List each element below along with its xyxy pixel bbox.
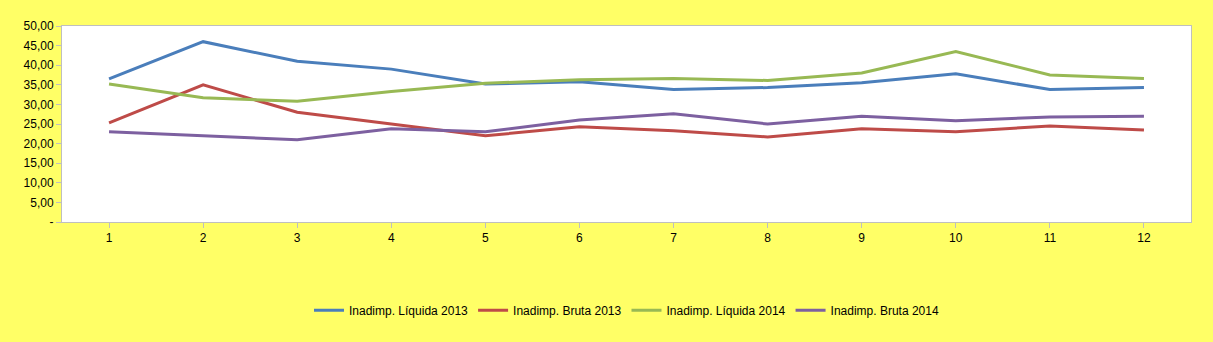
svg-text:15,00: 15,00	[24, 156, 54, 170]
svg-text:10: 10	[949, 231, 963, 245]
svg-text:20,00: 20,00	[24, 137, 54, 151]
svg-text:2: 2	[200, 231, 207, 245]
svg-text:8: 8	[764, 231, 771, 245]
svg-text:45,00: 45,00	[24, 39, 54, 53]
svg-text:25,00: 25,00	[24, 117, 54, 131]
svg-text:Inadimp. Líquida 2013: Inadimp. Líquida 2013	[349, 304, 468, 318]
svg-text:30,00: 30,00	[24, 98, 54, 112]
svg-text:4: 4	[388, 231, 395, 245]
svg-text:7: 7	[670, 231, 677, 245]
svg-text:3: 3	[294, 231, 301, 245]
svg-text:10,00: 10,00	[24, 176, 54, 190]
svg-text:50,00: 50,00	[24, 19, 54, 33]
svg-text:35,00: 35,00	[24, 78, 54, 92]
svg-text:5,00: 5,00	[30, 196, 54, 210]
svg-text:Inadimp. Líquida 2014: Inadimp. Líquida 2014	[666, 304, 785, 318]
svg-text:5: 5	[482, 231, 489, 245]
svg-text:6: 6	[576, 231, 583, 245]
svg-text:1: 1	[106, 231, 113, 245]
svg-text:11: 11	[1044, 231, 1057, 245]
svg-text:Inadimp. Bruta 2013: Inadimp. Bruta 2013	[513, 304, 621, 318]
svg-text:-: -	[50, 215, 54, 229]
svg-text:12: 12	[1137, 231, 1151, 245]
svg-text:Inadimp. Bruta 2014: Inadimp. Bruta 2014	[831, 304, 939, 318]
svg-text:9: 9	[858, 231, 865, 245]
svg-text:40,00: 40,00	[24, 58, 54, 72]
